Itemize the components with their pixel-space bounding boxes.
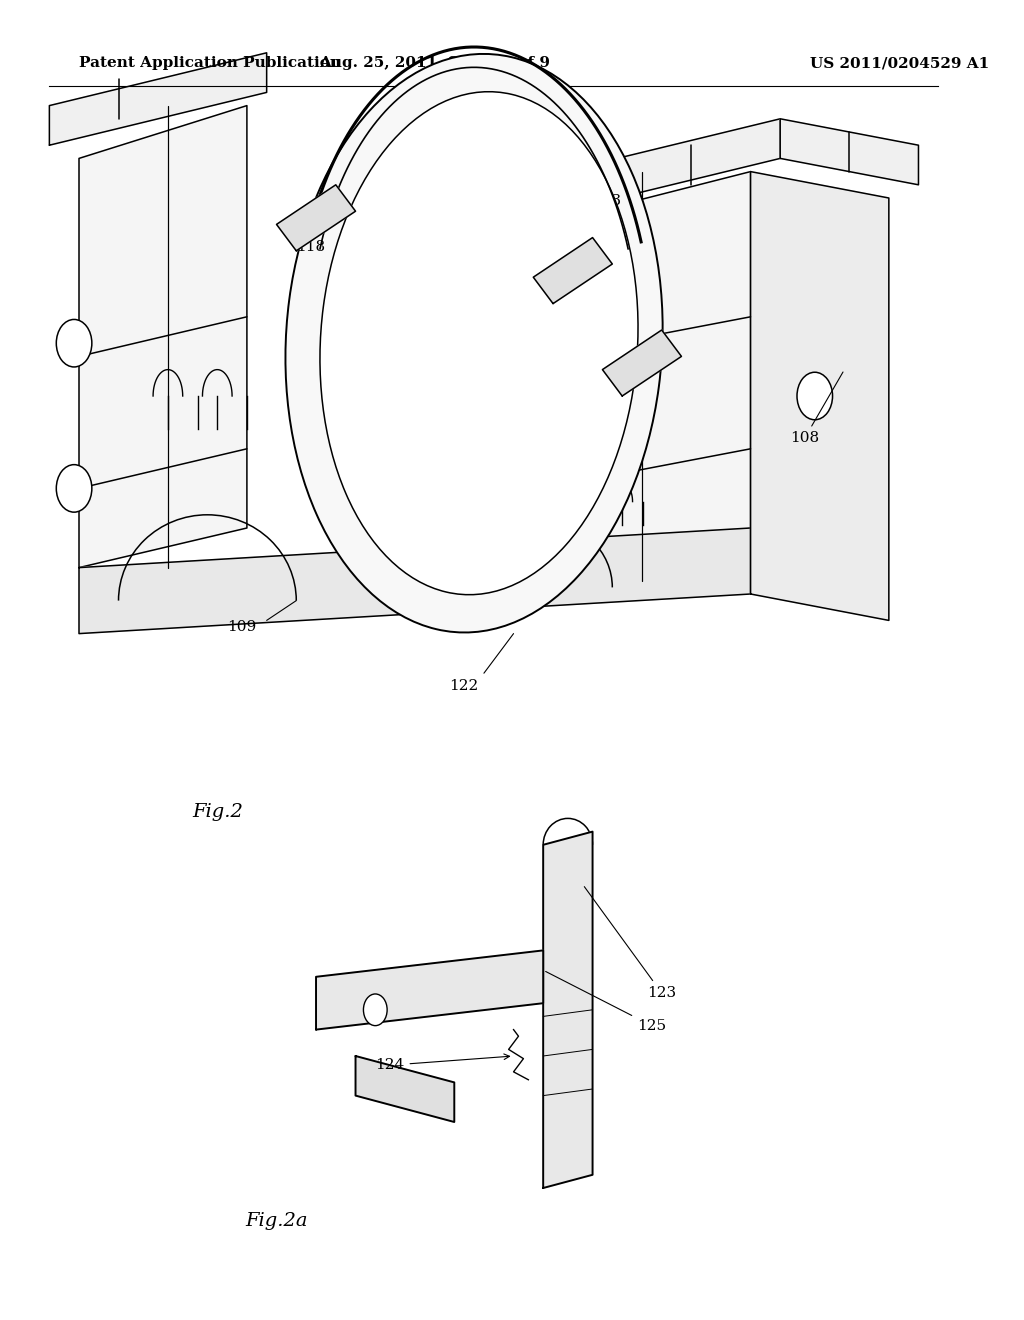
Text: 125: 125 — [613, 306, 656, 372]
Text: Aug. 25, 2011  Sheet 2 of 9: Aug. 25, 2011 Sheet 2 of 9 — [319, 57, 550, 70]
Text: US 2011/0204529 A1: US 2011/0204529 A1 — [810, 57, 989, 70]
Polygon shape — [355, 1056, 455, 1122]
Polygon shape — [543, 172, 751, 581]
Text: 124: 124 — [450, 372, 492, 418]
Circle shape — [797, 372, 833, 420]
Circle shape — [364, 994, 387, 1026]
Text: 123: 123 — [555, 160, 622, 207]
Text: 125: 125 — [546, 972, 667, 1032]
Text: 109: 109 — [227, 620, 256, 634]
Text: 123: 123 — [585, 887, 676, 999]
Text: Fig.2a: Fig.2a — [246, 1212, 308, 1230]
Polygon shape — [602, 330, 681, 396]
Circle shape — [56, 465, 92, 512]
Polygon shape — [79, 106, 247, 568]
Ellipse shape — [319, 91, 638, 595]
Polygon shape — [276, 185, 355, 251]
Text: 108: 108 — [791, 372, 843, 445]
Polygon shape — [79, 528, 751, 634]
Text: 118: 118 — [296, 207, 326, 253]
Polygon shape — [543, 832, 593, 1188]
Polygon shape — [534, 238, 612, 304]
Polygon shape — [563, 119, 780, 211]
Ellipse shape — [286, 54, 663, 632]
Circle shape — [56, 319, 92, 367]
Polygon shape — [316, 950, 543, 1030]
Polygon shape — [751, 172, 889, 620]
Polygon shape — [780, 119, 919, 185]
Text: Patent Application Publication: Patent Application Publication — [79, 57, 341, 70]
Text: Fig.2: Fig.2 — [191, 803, 243, 821]
Text: 124: 124 — [375, 1053, 510, 1072]
Polygon shape — [49, 53, 266, 145]
Text: 122: 122 — [450, 680, 478, 693]
